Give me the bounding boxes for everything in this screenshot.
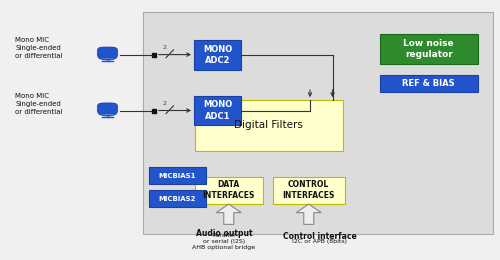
Polygon shape bbox=[216, 204, 242, 224]
Bar bbox=[272, 177, 345, 204]
Bar bbox=[194, 96, 241, 126]
Bar bbox=[149, 190, 206, 207]
Polygon shape bbox=[296, 204, 322, 224]
Bar bbox=[194, 40, 241, 69]
Text: 2: 2 bbox=[162, 45, 166, 50]
Text: MICBIAS2: MICBIAS2 bbox=[159, 196, 196, 202]
Text: Control interface: Control interface bbox=[283, 232, 357, 241]
Text: MONO
ADC1: MONO ADC1 bbox=[203, 100, 232, 121]
FancyBboxPatch shape bbox=[98, 103, 117, 114]
Bar bbox=[149, 167, 206, 184]
Text: Mono MIC
Single-ended
or differential: Mono MIC Single-ended or differential bbox=[15, 37, 62, 59]
Text: Low noise
regulator: Low noise regulator bbox=[404, 39, 454, 59]
Text: DATA
INTERFACES: DATA INTERFACES bbox=[202, 180, 255, 200]
Bar bbox=[195, 100, 342, 151]
Text: MICBIAS1: MICBIAS1 bbox=[159, 172, 196, 179]
FancyBboxPatch shape bbox=[98, 47, 117, 58]
Text: Audio output: Audio output bbox=[196, 229, 252, 238]
Text: REF & BIAS: REF & BIAS bbox=[402, 79, 455, 88]
Text: 2: 2 bbox=[162, 101, 166, 106]
Bar bbox=[195, 177, 262, 204]
Text: Parallel
or serial (I2S)
AHB optional bridge: Parallel or serial (I2S) AHB optional br… bbox=[192, 233, 256, 250]
Bar bbox=[142, 12, 492, 234]
Text: I2C or APB (8bits): I2C or APB (8bits) bbox=[292, 239, 348, 244]
Bar bbox=[380, 34, 478, 64]
Bar bbox=[380, 75, 478, 92]
Text: Mono MIC
Single-ended
or differential: Mono MIC Single-ended or differential bbox=[15, 93, 62, 115]
Text: CONTROL
INTERFACES: CONTROL INTERFACES bbox=[282, 180, 335, 200]
Text: Digital Filters: Digital Filters bbox=[234, 120, 303, 131]
Text: MONO
ADC2: MONO ADC2 bbox=[203, 44, 232, 65]
